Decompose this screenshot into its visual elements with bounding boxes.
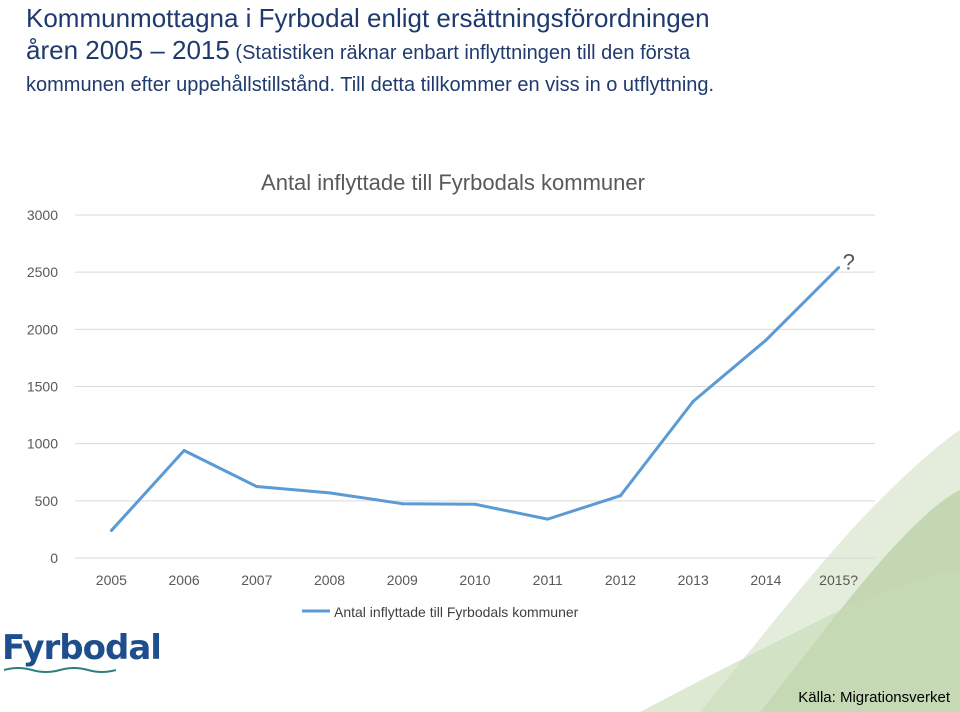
- decorative-wave: [640, 570, 960, 712]
- x-tick-label: 2006: [169, 572, 200, 588]
- slide-title: Kommunmottagna i Fyrbodal enligt ersättn…: [26, 2, 946, 101]
- chart-gridlines: [75, 214, 875, 559]
- data-point: [618, 494, 622, 498]
- x-tick-label: 2007: [241, 572, 272, 588]
- x-tick-label: 2012: [605, 572, 636, 588]
- data-point: [255, 485, 259, 489]
- y-tick-label: 2000: [27, 321, 58, 337]
- y-tick-label: 500: [35, 493, 59, 509]
- x-tick-label: 2013: [678, 572, 709, 588]
- logo-wave-icon: [4, 667, 116, 673]
- data-point: [764, 338, 768, 342]
- data-point: [109, 529, 113, 533]
- legend-label: Antal inflyttade till Fyrbodals kommuner: [334, 604, 579, 620]
- series-line: [110, 266, 840, 532]
- data-point: [691, 399, 695, 403]
- y-tick-label: 3000: [27, 207, 58, 223]
- x-tick-label: 2015?: [819, 572, 858, 588]
- y-tick-label: 1500: [27, 379, 58, 395]
- fyrbodal-logo: Fyrbodal: [2, 628, 162, 678]
- x-tick-label: 2010: [459, 572, 490, 588]
- title-years: åren 2005 – 2015: [26, 35, 230, 65]
- x-tick-label: 2008: [314, 572, 345, 588]
- data-point: [328, 491, 332, 495]
- logo-text: Fyrbodal: [2, 628, 162, 668]
- data-point: [182, 449, 186, 453]
- data-point: [546, 517, 550, 521]
- data-point: [400, 502, 404, 506]
- y-tick-label: 2500: [27, 264, 58, 280]
- x-tick-label: 2014: [750, 572, 781, 588]
- source-note: Källa: Migrationsverket: [798, 689, 950, 706]
- chart-legend: Antal inflyttade till Fyrbodals kommuner: [302, 604, 579, 620]
- x-tick-label: 2009: [387, 572, 418, 588]
- data-point: [473, 502, 477, 506]
- title-line-3: kommunen efter uppehållstillstånd. Till …: [26, 74, 715, 96]
- y-axis-ticks: 0 500 1000 1500 2000 2500 3000: [27, 207, 58, 566]
- title-line-1: Kommunmottagna i Fyrbodal enligt ersättn…: [26, 3, 710, 33]
- series-layer: [109, 266, 841, 533]
- chart-title: Antal inflyttade till Fyrbodals kommuner: [261, 170, 645, 195]
- data-point: [837, 266, 841, 270]
- y-tick-label: 0: [50, 550, 58, 566]
- title-note: (Statistiken räknar enbart inflyttningen…: [229, 42, 691, 64]
- y-tick-label: 1000: [27, 436, 58, 452]
- x-tick-label: 2011: [533, 572, 563, 588]
- x-axis-ticks: 2005 2006 2007 2008 2009 2010 2011 2012 2013 2014…: [96, 572, 859, 588]
- title-line-2: åren 2005 – 2015 (Statistiken räknar enb…: [26, 34, 946, 69]
- question-annotation: ?: [843, 250, 855, 275]
- x-tick-label: 2005: [96, 572, 127, 588]
